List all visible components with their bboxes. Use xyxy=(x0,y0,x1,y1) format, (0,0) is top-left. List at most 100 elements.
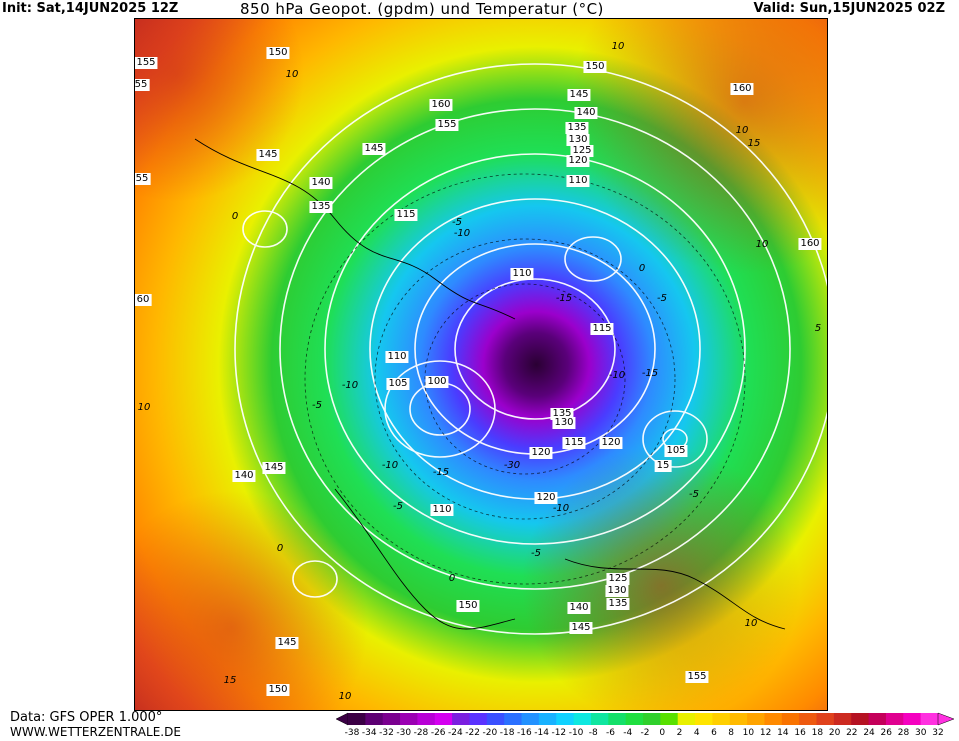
temperature-label: 0 xyxy=(448,573,456,584)
legend-tick-label: -34 xyxy=(361,728,377,738)
legend-swatch xyxy=(747,713,765,725)
legend-tick-label: 8 xyxy=(728,728,735,738)
temperature-label: 0 xyxy=(276,543,284,554)
geopotential-label: 120 xyxy=(566,155,590,167)
temperature-label: -10 xyxy=(608,370,626,381)
legend-swatch xyxy=(434,713,453,725)
temperature-label: -5 xyxy=(657,293,667,304)
geopotential-label: 145 xyxy=(256,149,280,161)
temperature-label: 10 xyxy=(285,69,299,80)
geopotential-label: 55 xyxy=(134,79,150,91)
legend-swatch xyxy=(348,713,366,725)
legend-swatch xyxy=(781,713,800,725)
geopotential-label: 130 xyxy=(605,585,629,597)
legend-tick-label: -32 xyxy=(379,728,394,738)
geopotential-label: 155 xyxy=(685,671,709,683)
geopotential-label: 145 xyxy=(569,622,593,634)
geopotential-label: 110 xyxy=(510,268,534,280)
legend-swatch xyxy=(365,713,384,725)
legend-tick-label: -20 xyxy=(482,728,498,738)
legend-swatch xyxy=(590,713,609,725)
geopotential-label: 155 xyxy=(435,119,459,131)
legend-swatch xyxy=(556,713,575,725)
legend-tick-label: -16 xyxy=(516,728,532,738)
legend-tick-label: 28 xyxy=(897,728,910,738)
map-title: 850 hPa Geopot. (gpdm) und Temperatur (°… xyxy=(240,0,604,18)
temperature-label: -10 xyxy=(381,460,399,471)
geopotential-label: 125 xyxy=(570,145,594,157)
legend-swatch xyxy=(452,713,470,725)
temperature-label: 10 xyxy=(137,402,151,413)
legend-swatch xyxy=(382,713,401,725)
legend-tick-label: 6 xyxy=(711,728,717,738)
geopotential-label: 145 xyxy=(567,89,591,101)
temperature-label: -5 xyxy=(393,501,403,512)
legend-tick-label: -18 xyxy=(499,728,515,738)
geopotential-label: 110 xyxy=(385,351,409,363)
legend-bar xyxy=(336,712,955,726)
legend-swatch xyxy=(400,713,418,725)
legend-swatch xyxy=(729,713,748,725)
temperature-label: 10 xyxy=(735,125,749,136)
legend-swatch xyxy=(486,713,505,725)
legend-swatch xyxy=(764,713,783,725)
geopotential-label: 120 xyxy=(599,437,623,449)
legend-tick-label: 18 xyxy=(811,728,824,738)
geopotential-label: 150 xyxy=(583,61,607,73)
temperature-label: -10 xyxy=(341,380,359,391)
legend-tick-label: -22 xyxy=(465,728,480,738)
geopotential-label: 145 xyxy=(275,637,299,649)
weather-map[interactable]: 150 155 55 160 155 145 145 55 140 135 115 150 145 140… xyxy=(134,18,828,711)
geopotential-label: 55 xyxy=(135,173,151,185)
temperature-label: -5 xyxy=(689,489,699,500)
legend-tick-label: -12 xyxy=(551,728,567,738)
temperature-label: 10 xyxy=(338,691,352,702)
temperature-label: -30 xyxy=(503,460,521,471)
legend-swatch xyxy=(695,713,713,725)
valid-time: Valid: Sun,15JUN2025 02Z xyxy=(753,1,945,16)
legend-swatch xyxy=(573,713,592,725)
legend-swatch xyxy=(625,713,644,725)
temperature-label: 10 xyxy=(611,41,625,52)
temperature-label: -15 xyxy=(432,467,450,478)
geopotential-label: 145 xyxy=(262,462,286,474)
geopotential-label: 105 xyxy=(386,378,410,390)
geopotential-label: 130 xyxy=(552,417,576,429)
geopotential-label: 150 xyxy=(266,684,290,696)
legend-swatch xyxy=(504,713,523,725)
geopotential-label: 155 xyxy=(135,57,158,69)
footer-info: Data: GFS OPER 1.000° WWW.WETTERZENTRALE… xyxy=(10,711,181,740)
temperature-label: 10 xyxy=(755,239,769,250)
legend-swatch xyxy=(833,713,852,725)
legend-swatch xyxy=(660,713,679,725)
legend-swatch xyxy=(816,713,835,725)
geopotential-label: 160 xyxy=(730,83,754,95)
temperature-label: -15 xyxy=(555,293,573,304)
legend-tick-label: -30 xyxy=(396,728,412,738)
legend-tick-label: 2 xyxy=(676,728,683,738)
geopotential-label: 140 xyxy=(574,107,598,119)
geopotential-label: 15 xyxy=(654,460,672,472)
color-legend: -38 -34 -32 -30 -28 -26 -24 -22 -20 -18 -16 -14 -12-… xyxy=(336,711,956,741)
geopotential-label: 135 xyxy=(309,201,333,213)
temperature-label: -5 xyxy=(312,400,322,411)
legend-tick-label: -24 xyxy=(448,728,463,738)
legend-tick-label: -14 xyxy=(534,728,549,738)
temperature-label: 10 xyxy=(744,618,758,629)
geopotential-label: 110 xyxy=(566,175,590,187)
temperature-label: -5 xyxy=(531,548,541,559)
contour-lines xyxy=(194,63,827,635)
legend-swatch xyxy=(417,713,436,725)
temperature-label: 15 xyxy=(747,138,761,149)
geopotential-label: 150 xyxy=(266,47,290,59)
geopotential-label: 115 xyxy=(590,323,614,335)
legend-tick-label: -8 xyxy=(588,728,598,738)
temperature-label: 0 xyxy=(638,263,646,274)
website-link[interactable]: WWW.WETTERZENTRALE.DE xyxy=(10,725,181,739)
legend-swatch xyxy=(538,713,557,725)
legend-tick-label: -4 xyxy=(623,728,633,738)
geopotential-label: 130 xyxy=(566,134,590,146)
init-time: Init: Sat,14JUN2025 12Z xyxy=(2,1,179,16)
legend-swatch xyxy=(521,713,540,725)
legend-swatch xyxy=(469,713,488,725)
